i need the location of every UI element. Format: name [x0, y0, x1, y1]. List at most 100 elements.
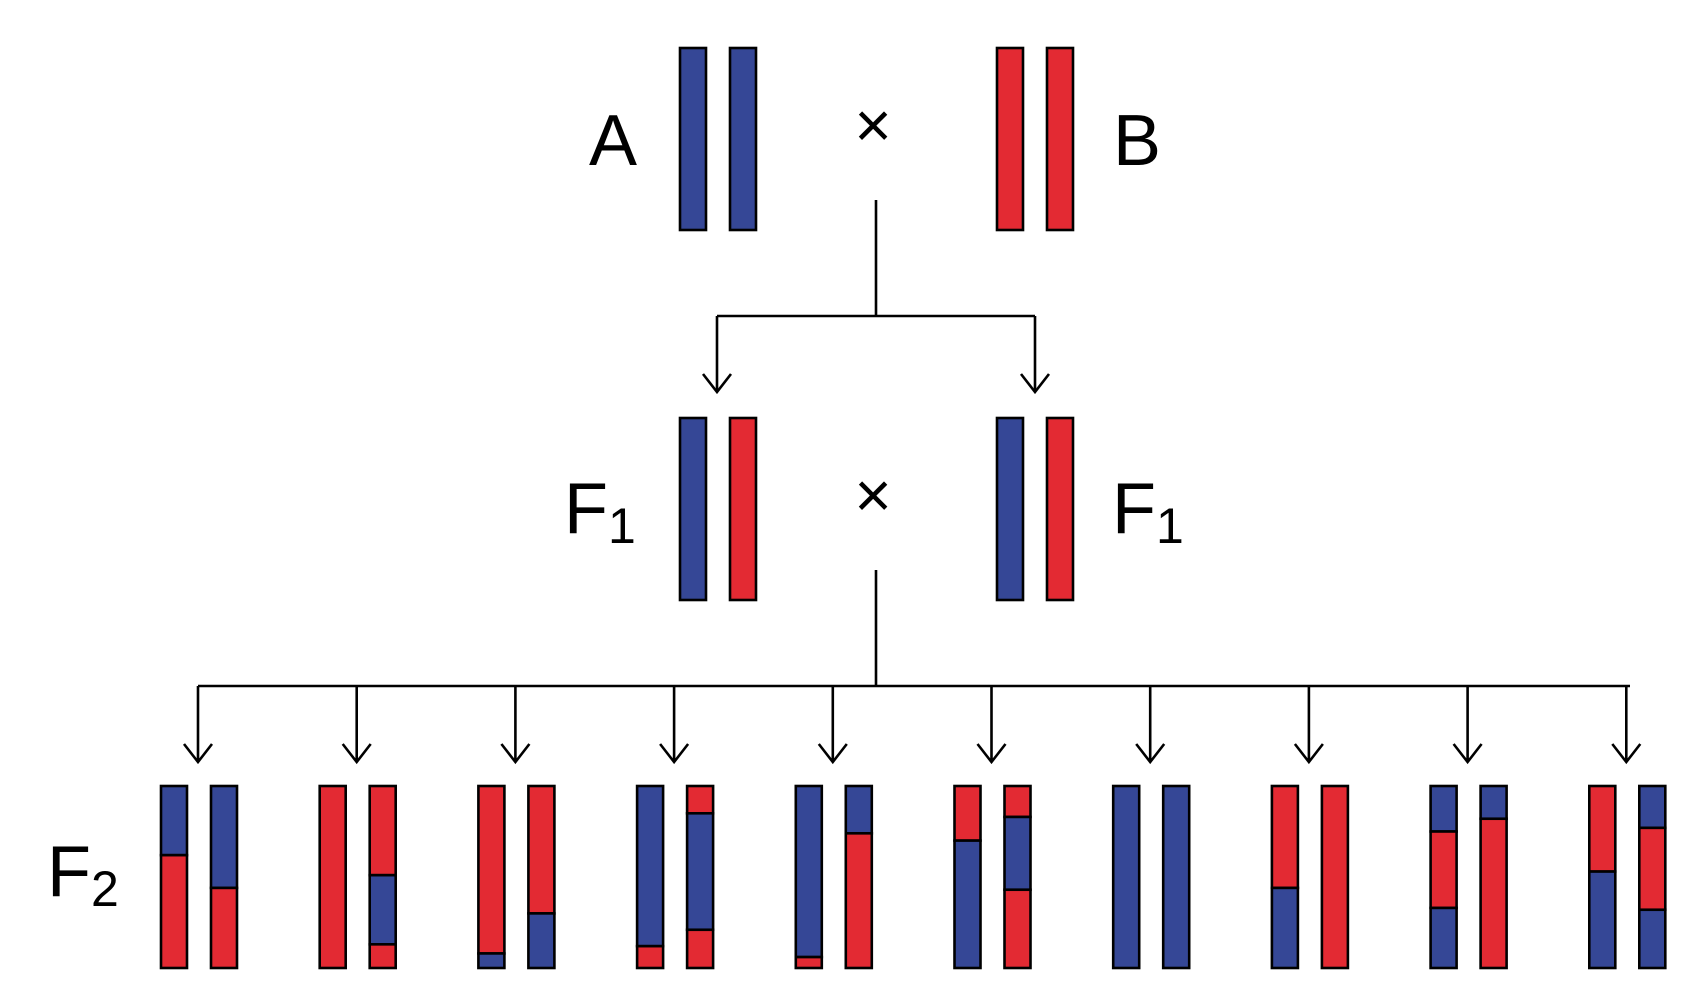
f2-individual-8-chromosome-1 — [1270, 784, 1300, 970]
chromosome-segment-blue — [1161, 784, 1191, 970]
f2-individual-3-chromosome-2 — [527, 784, 556, 970]
f2-individual-2-chromosome-1 — [318, 784, 348, 970]
parent-a-chromosome-2 — [728, 46, 758, 232]
f2-arrow-3 — [500, 686, 531, 765]
f1-left-chromosome-1 — [678, 416, 708, 602]
f1-left-chromosomes — [678, 416, 758, 602]
f2-arrow-5 — [817, 686, 848, 765]
chromosome-segment-blue — [1429, 906, 1458, 970]
chromosome-segment-blue — [1638, 908, 1667, 970]
f1-left-label-main: F — [564, 469, 608, 549]
chromosome-segment-red — [635, 944, 665, 970]
parent-a-chromosome-1 — [678, 46, 708, 232]
f2-label-sub: 2 — [91, 861, 119, 917]
cross-symbol-f1: × — [854, 459, 891, 531]
f2-individual-9 — [1429, 784, 1508, 970]
parent-a-chromosomes — [678, 46, 758, 232]
f1-left-label-sub: 1 — [608, 498, 636, 554]
chromosome-segment-blue — [1588, 870, 1617, 970]
f2-individual-1-chromosome-1 — [159, 784, 189, 970]
chromosome-segment-red — [728, 416, 758, 602]
chromosome-segment-blue — [477, 952, 506, 970]
chromosome-segment-blue — [368, 873, 398, 946]
chromosome-segment-blue — [1479, 784, 1508, 821]
f2-chromosomes — [159, 784, 1667, 970]
chromosome-segment-red — [1045, 46, 1075, 232]
f2-arrow-1 — [182, 686, 214, 765]
chromosome-segment-red — [1479, 817, 1508, 970]
f2-individual-1 — [159, 784, 239, 970]
parent-b-chromosomes — [995, 46, 1075, 232]
chromosome-segment-blue — [635, 784, 665, 948]
chromosome-segment-red — [685, 784, 715, 815]
chromosome-segment-red — [1003, 888, 1032, 970]
chromosome-segment-blue — [1270, 886, 1300, 970]
parent-b-chromosome-1 — [995, 46, 1025, 232]
chromosome-segment-blue — [527, 912, 556, 970]
chromosome-segment-red — [995, 46, 1025, 232]
chromosome-segment-blue — [678, 46, 708, 232]
parent-a-label: A — [589, 101, 637, 181]
chromosome-segment-blue — [678, 416, 708, 602]
f2-individual-3-chromosome-1 — [477, 784, 506, 970]
parent-b-chromosome-2 — [1045, 46, 1075, 232]
f2-arrow-2 — [341, 686, 372, 765]
chromosome-segment-red — [1003, 784, 1032, 819]
chromosome-segment-red — [794, 955, 824, 970]
chromosome-segment-blue — [1638, 784, 1667, 830]
f2-individual-9-chromosome-1 — [1429, 784, 1458, 970]
connector-lines — [198, 200, 1630, 688]
f2-label-main: F — [47, 832, 91, 912]
chromosome-segment-red — [159, 853, 189, 970]
chromosome-segment-blue — [1111, 784, 1141, 970]
f2-label: F2 — [47, 832, 119, 917]
f1-right-label-main: F — [1112, 469, 1156, 549]
f2-individual-6-chromosome-2 — [1003, 784, 1032, 970]
chromosome-segment-red — [685, 928, 715, 970]
chromosome-segment-red — [318, 784, 348, 970]
f2-individual-10-chromosome-2 — [1638, 784, 1667, 970]
f2-individual-7-chromosome-2 — [1161, 784, 1191, 970]
f2-arrow-10 — [1611, 686, 1642, 765]
f1-right-chromosome-2 — [1045, 416, 1075, 602]
f2-individual-9-chromosome-2 — [1479, 784, 1508, 970]
chromosome-segment-blue — [159, 784, 189, 857]
f2-individual-2 — [318, 784, 398, 970]
chromosome-segment-blue — [1429, 784, 1458, 833]
f1-to-f2-connector — [198, 570, 1630, 688]
chromosome-segment-red — [1638, 826, 1667, 912]
f1-right-chromosome-1 — [995, 416, 1025, 602]
f1-right-label: F1 — [1112, 469, 1184, 554]
f1-right-label-sub: 1 — [1156, 498, 1184, 554]
f2-individual-4-chromosome-2 — [685, 784, 715, 970]
chromosome-segment-red — [1320, 784, 1350, 970]
f2-individual-8 — [1270, 784, 1350, 970]
f2-arrow-4 — [659, 686, 690, 765]
chromosome-segment-blue — [953, 839, 982, 970]
f2-individual-6 — [953, 784, 1032, 970]
parent-b-label: B — [1113, 101, 1161, 181]
chromosome-segment-red — [1588, 784, 1617, 873]
f2-arrows — [182, 686, 1642, 765]
f1-right-chromosomes — [995, 416, 1075, 602]
chromosome-segment-blue — [1003, 815, 1032, 892]
f2-individual-5-chromosome-2 — [844, 784, 874, 970]
chromosome-segment-red — [209, 886, 239, 970]
f1-left-chromosome-2 — [728, 416, 758, 602]
chromosome-segment-red — [953, 784, 982, 842]
f2-individual-2-chromosome-2 — [368, 784, 398, 970]
chromosome-segment-red — [368, 943, 398, 970]
f1-left-label: F1 — [564, 469, 636, 554]
chromosome-segment-blue — [995, 416, 1025, 602]
f2-individual-3 — [477, 784, 556, 970]
f2-arrow-9 — [1452, 686, 1483, 765]
chromosome-segment-blue — [728, 46, 758, 232]
f2-individual-8-chromosome-2 — [1320, 784, 1350, 970]
f2-individual-7-chromosome-1 — [1111, 784, 1141, 970]
chromosome-segment-red — [844, 832, 874, 970]
chromosome-segment-red — [527, 784, 556, 915]
f2-individual-4 — [635, 784, 715, 970]
chromosome-segment-blue — [685, 811, 715, 932]
f2-individual-5 — [794, 784, 874, 970]
